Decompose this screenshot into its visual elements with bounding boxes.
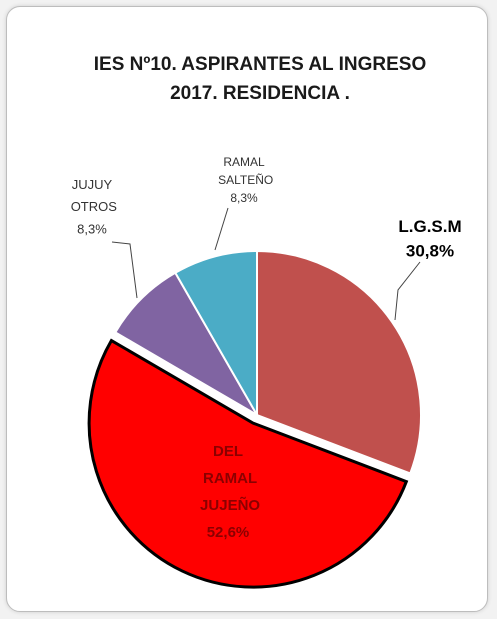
value-label: 52,6% [207, 524, 250, 541]
category-label: DEL RAMAL JUJEÑO [196, 443, 261, 514]
chart-title: IES Nº10. ASPIRANTES AL INGRESO 2017. RE… [93, 54, 427, 104]
category-label: L.G.S.M [398, 217, 461, 236]
category-label: JUJUY OTROS [67, 177, 117, 214]
pie-slice [87, 338, 409, 589]
leader-line [111, 241, 138, 299]
value-label: 8,3% [77, 221, 107, 236]
value-label: 30,8% [406, 241, 454, 260]
pie-slice [173, 249, 258, 419]
leader-line [394, 261, 421, 321]
pie-slice [113, 271, 260, 418]
leader-line [214, 207, 229, 251]
pie-slice [256, 249, 422, 475]
category-label: RAMAL SALTEÑO [215, 155, 273, 187]
value-label: 8,3% [230, 191, 258, 205]
